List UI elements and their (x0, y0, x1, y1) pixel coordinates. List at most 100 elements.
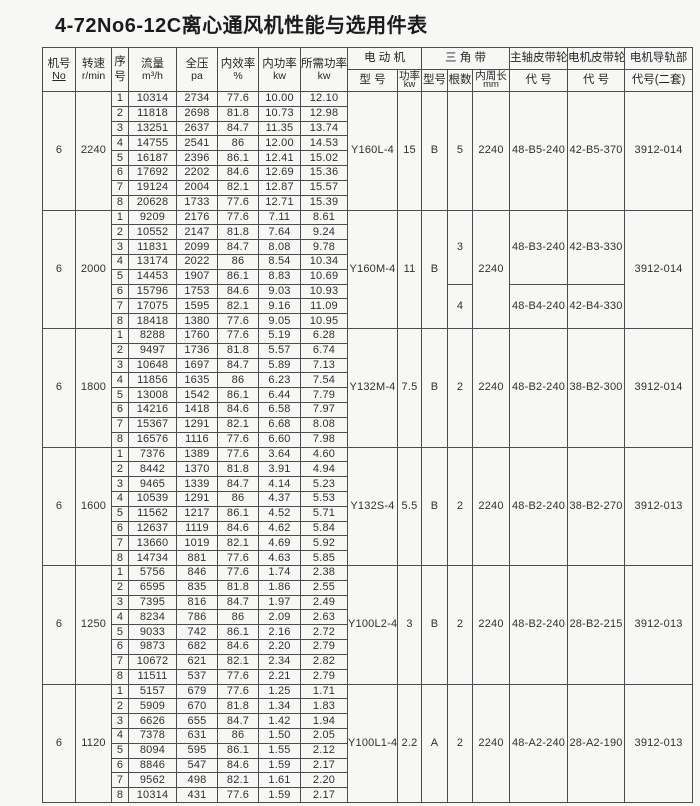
power-cell: 10.00 (258, 91, 301, 107)
required-power-cell: 8.08 (300, 416, 348, 433)
efficiency-cell: 77.6 (217, 787, 259, 803)
table-row: 6 8846 547 84.6 1.59 2.17 (43, 757, 693, 774)
pressure-cell: 881 (176, 550, 218, 566)
efficiency-cell: 86.1 (217, 268, 259, 285)
required-power-cell: 10.69 (300, 268, 348, 285)
serial-cell: 8 (111, 550, 129, 566)
efficiency-cell: 77.6 (217, 328, 259, 344)
fan-no-cell: 6 (42, 328, 76, 448)
header-motor-group: 电 动 机 (346, 47, 423, 70)
pressure-cell: 846 (176, 565, 218, 581)
header-rail: 电机导轨部 (624, 47, 694, 70)
motor-power-cell: 11 (396, 209, 423, 329)
pressure-cell: 621 (176, 653, 218, 670)
pressure-cell: 1389 (176, 446, 218, 463)
efficiency-cell: 86 (217, 727, 259, 744)
efficiency-cell: 77.6 (217, 431, 259, 448)
pressure-cell: 1119 (176, 520, 218, 537)
flow-cell: 8288 (128, 328, 177, 344)
power-cell: 1.97 (258, 594, 301, 611)
pressure-cell: 2396 (176, 150, 218, 167)
efficiency-cell: 77.6 (217, 446, 259, 463)
belt-count-cell: 2 (447, 683, 474, 803)
flow-cell: 8442 (128, 461, 177, 478)
header-row-1: 机号 No 转速 r/min 序 号 流量 m³/h 全压 pa 内效率 % (42, 47, 694, 92)
power-cell: 1.25 (258, 683, 301, 700)
pressure-cell: 1217 (176, 505, 218, 522)
power-cell: 1.59 (258, 757, 301, 774)
power-cell: 8.83 (258, 268, 301, 285)
main-pulley-cell: 48-B3-240 (509, 209, 569, 285)
serial-cell: 2 (111, 105, 129, 122)
efficiency-cell: 81.8 (217, 698, 259, 715)
power-cell: 7.64 (258, 224, 301, 241)
motor-model-cell: Y132M-4 (347, 328, 398, 448)
pressure-cell: 835 (176, 579, 218, 596)
flow-cell: 5909 (128, 698, 177, 715)
fan-no-cell: 6 (42, 209, 76, 329)
required-power-cell: 10.93 (300, 283, 348, 300)
efficiency-cell: 84.6 (217, 757, 259, 774)
header-main-pulley: 主轴皮带轮 (509, 47, 569, 70)
table-row: 5 8094 595 86.1 1.55 2.12 (43, 742, 693, 759)
table-row: 3 11831 2099 84.7 8.08 9.78 (43, 239, 693, 255)
rail-code-cell: 3912-014 (624, 209, 694, 329)
efficiency-cell: 86.1 (217, 624, 259, 641)
motor-power-cell: 7.5 (396, 328, 423, 448)
power-cell: 8.08 (258, 239, 301, 255)
required-power-cell: 2.49 (300, 594, 348, 611)
table-row: 8 20628 1733 77.6 12.71 15.39 (43, 194, 693, 211)
efficiency-cell: 84.7 (217, 239, 259, 255)
motor-power-cell: 3 (396, 565, 423, 685)
table-row: 2 9497 1736 81.8 5.57 6.74 (43, 342, 693, 359)
required-power-cell: 1.71 (300, 683, 348, 700)
pressure-cell: 679 (176, 683, 218, 700)
efficiency-cell: 86.1 (217, 742, 259, 759)
flow-cell: 13251 (128, 120, 177, 137)
required-power-cell: 6.28 (300, 328, 348, 344)
serial-cell: 3 (111, 476, 129, 492)
rpm-cell: 1120 (75, 683, 112, 803)
required-power-cell: 2.38 (300, 565, 348, 581)
pressure-cell: 1339 (176, 476, 218, 492)
belt-count-cell: 2 (447, 446, 474, 566)
motor-power-cell: 5.5 (396, 446, 423, 566)
motor-power-cell: 2.2 (396, 683, 423, 803)
efficiency-cell: 84.6 (217, 520, 259, 537)
flow-cell: 20628 (128, 194, 177, 211)
table-row: 8 18418 1380 77.6 9.05 10.95 (43, 313, 693, 329)
table-row: 2 5909 670 81.8 1.34 1.83 (43, 698, 693, 715)
rpm-cell: 2240 (75, 91, 112, 211)
serial-cell: 3 (111, 713, 129, 729)
required-power-cell: 13.74 (300, 120, 348, 137)
required-power-cell: 15.02 (300, 150, 348, 167)
table-row: 6 1250 1 5756 846 77.6 1.74 2.38 Y100L2-4 3 B 2 2240… (42, 565, 694, 685)
efficiency-cell: 84.6 (217, 283, 259, 300)
serial-cell: 5 (111, 150, 129, 167)
efficiency-cell: 77.6 (217, 668, 259, 685)
serial-cell: 6 (111, 639, 129, 655)
power-cell: 2.09 (258, 609, 301, 626)
pressure-cell: 2637 (176, 120, 218, 137)
serial-cell: 4 (111, 253, 129, 270)
efficiency-cell: 82.1 (217, 179, 259, 196)
power-cell: 3.91 (258, 461, 301, 478)
fan-no-cell: 6 (42, 683, 76, 803)
power-cell: 1.86 (258, 579, 301, 596)
header-belt-count: 根数 (447, 69, 474, 92)
pressure-cell: 786 (176, 609, 218, 626)
serial-cell: 2 (111, 698, 129, 715)
efficiency-cell: 77.6 (217, 91, 259, 107)
header-efficiency-cn: 内效率 (220, 57, 256, 70)
serial-cell: 7 (111, 416, 129, 433)
power-cell: 9.16 (258, 298, 301, 315)
table-row: 7 19124 2004 82.1 12.87 15.57 (43, 179, 693, 196)
serial-cell: 1 (111, 446, 129, 463)
required-power-cell: 2.17 (300, 757, 348, 774)
power-cell: 5.57 (258, 342, 301, 359)
table-row: 3 13251 2637 84.7 11.35 13.74 (43, 120, 693, 137)
main-pulley-cell: 48-A2-240 (509, 683, 569, 803)
power-cell: 7.11 (258, 209, 301, 226)
power-cell: 8.54 (258, 253, 301, 270)
motor-model-cell: Y132S-4 (347, 446, 398, 566)
